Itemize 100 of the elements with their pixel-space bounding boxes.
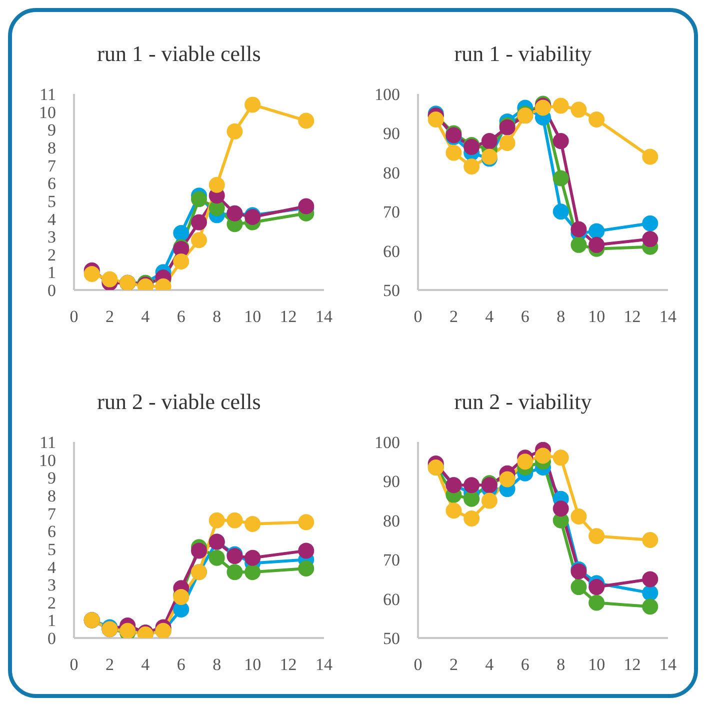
y-tick-label: 10: [39, 102, 56, 122]
x-tick-label: 8: [212, 307, 222, 326]
y-tick-label: 2: [48, 593, 56, 612]
point: [481, 133, 498, 150]
point: [464, 510, 480, 526]
x-tick-label: 2: [449, 307, 458, 326]
point: [642, 215, 658, 232]
point: [244, 96, 261, 113]
x-tick-label: 0: [414, 307, 422, 326]
point: [481, 492, 498, 509]
point: [464, 490, 480, 507]
point: [570, 102, 587, 118]
point: [446, 144, 462, 161]
point: [642, 532, 658, 548]
x-tick-label: 14: [316, 307, 333, 326]
x-tick-label: 10: [244, 655, 262, 674]
y-tick-label: 3: [48, 576, 56, 595]
point: [298, 560, 314, 577]
y-tick-label: 9: [48, 120, 56, 140]
point: [173, 224, 190, 241]
y-tick-label: 100: [374, 85, 400, 104]
point: [588, 111, 605, 128]
point: [642, 231, 658, 248]
point: [191, 232, 207, 248]
y-tick-label: 5: [48, 192, 56, 211]
x-tick-label: 6: [520, 655, 530, 674]
x-tick-label: 10: [588, 655, 606, 674]
y-tick-label: 50: [383, 281, 400, 300]
y-tick-label: 7: [48, 504, 56, 524]
x-tick-label: 2: [449, 655, 458, 674]
rounded-frame: run 1 - viable cells 0 2 4 6 8 10 12 14 0 1 2 3 4 5 6 7 8 9 10 11 run 1 - viability 0 2 4 6 8 10 12 14 50 60 70 80 90 100 run 2 - viable cells 0 2 4 6 8 10 12 14 0 1 2 3 4 5 6 7 8 9 10 11 run 2 - viability 0 2 4 6 8 10 12 14 50 60 70 80 90 100: [8, 8, 698, 698]
x-tick-label: 14: [660, 307, 677, 326]
point: [588, 594, 605, 611]
y-tick-label: 0: [48, 629, 56, 648]
point: [298, 514, 314, 530]
y-tick-label: 50: [383, 629, 400, 648]
y-tick-label: 80: [383, 163, 400, 182]
point: [588, 236, 605, 253]
y-tick-label: 4: [48, 558, 56, 577]
x-tick-label: 10: [244, 307, 262, 326]
point: [552, 500, 569, 517]
point: [642, 148, 658, 165]
x-tick-label: 6: [176, 655, 186, 674]
point: [244, 550, 261, 566]
chart-title: run 2 - viability: [454, 388, 592, 416]
point: [298, 112, 314, 129]
x-tick-label: 0: [70, 655, 78, 674]
y-tick-label: 60: [383, 242, 400, 261]
point: [588, 223, 605, 240]
point: [570, 579, 587, 596]
y-tick-label: 6: [48, 522, 56, 542]
y-tick-label: 3: [48, 228, 56, 247]
point: [226, 564, 243, 580]
x-tick-label: 14: [316, 655, 333, 674]
point: [226, 512, 243, 528]
point: [588, 579, 605, 596]
point: [535, 448, 551, 464]
y-tick-label: 8: [48, 138, 56, 158]
y-tick-label: 70: [383, 202, 400, 222]
chart-title: run 2 - viable cells: [97, 388, 261, 416]
y-tick-label: 1: [48, 263, 56, 282]
y-tick-label: 7: [48, 156, 56, 176]
point: [552, 133, 569, 150]
point: [517, 454, 534, 470]
point: [552, 170, 569, 186]
point: [464, 477, 480, 494]
point: [464, 158, 480, 175]
x-tick-label: 6: [176, 307, 186, 326]
y-tick-label: 11: [40, 433, 56, 452]
point: [570, 508, 587, 524]
x-tick-label: 4: [485, 307, 494, 326]
point: [552, 98, 569, 114]
x-tick-label: 12: [624, 655, 641, 674]
y-tick-label: 90: [383, 124, 400, 144]
point: [552, 204, 569, 220]
y-tick-label: 80: [383, 511, 400, 530]
chart-title: run 1 - viability: [454, 40, 592, 68]
y-tick-label: 1: [48, 611, 56, 630]
x-tick-label: 4: [141, 307, 150, 326]
y-tick-label: 2: [48, 245, 56, 264]
x-tick-label: 4: [485, 655, 494, 674]
chart-title: run 1 - viable cells: [97, 40, 261, 68]
x-tick-label: 12: [624, 307, 641, 326]
x-tick-label: 12: [280, 307, 297, 326]
x-tick-label: 6: [520, 307, 530, 326]
y-tick-label: 8: [48, 486, 56, 506]
x-tick-label: 8: [556, 307, 566, 326]
x-tick-label: 12: [280, 655, 297, 674]
y-tick-label: 6: [48, 174, 56, 194]
x-tick-label: 8: [212, 655, 222, 674]
y-tick-label: 90: [383, 472, 400, 492]
x-tick-label: 0: [414, 655, 422, 674]
point: [208, 512, 225, 528]
point: [570, 236, 587, 253]
point: [208, 176, 225, 193]
point: [191, 542, 207, 559]
y-tick-label: 10: [39, 450, 56, 470]
y-tick-label: 60: [383, 590, 400, 609]
x-tick-label: 8: [556, 655, 566, 674]
point: [642, 598, 658, 615]
